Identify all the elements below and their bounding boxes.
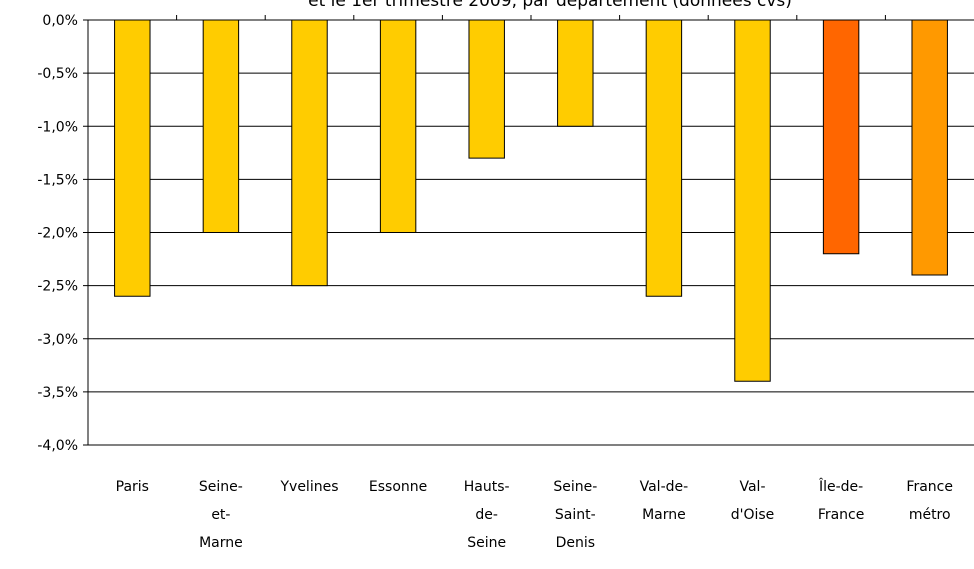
- bar: [645, 19, 683, 297]
- x-tick-label: Paris: [116, 479, 149, 495]
- chart-title: et le 1er trimestre 2009, par départemen…: [308, 0, 792, 11]
- y-tick-label: -2,5%: [37, 279, 78, 295]
- bar: [822, 19, 860, 255]
- x-tick-label: Île-de-France: [818, 477, 865, 523]
- x-tick-label: Hauts-de-Seine: [464, 479, 510, 551]
- x-tick-label: Val-de-Marne: [640, 479, 689, 523]
- y-tick-label: -2,0%: [37, 226, 78, 242]
- bar: [468, 19, 505, 159]
- x-tick-label: Essonne: [369, 479, 427, 495]
- y-tick-label: -1,0%: [37, 119, 78, 135]
- y-tick-label: -3,0%: [37, 332, 78, 348]
- bar: [379, 19, 417, 233]
- x-tick-label: France métro: [906, 479, 953, 523]
- y-tick-label: 0,0%: [42, 13, 78, 29]
- bar: [114, 19, 151, 297]
- bar: [557, 19, 594, 127]
- y-tick-label: -4,0%: [37, 438, 78, 454]
- bar: [291, 19, 328, 287]
- y-tick-label: -1,5%: [37, 172, 78, 188]
- bar: [911, 19, 948, 276]
- x-tick-label: Seine-et-Marne: [199, 479, 243, 551]
- x-tick-label: Yvelines: [279, 479, 338, 495]
- y-tick-label: -3,5%: [37, 385, 78, 401]
- x-tick-label: Val-d'Oise: [731, 479, 775, 523]
- bar: [202, 19, 240, 233]
- bar: [734, 19, 771, 382]
- y-tick-label: -0,5%: [37, 66, 78, 82]
- x-tick-label: Seine-Saint-Denis: [553, 479, 597, 551]
